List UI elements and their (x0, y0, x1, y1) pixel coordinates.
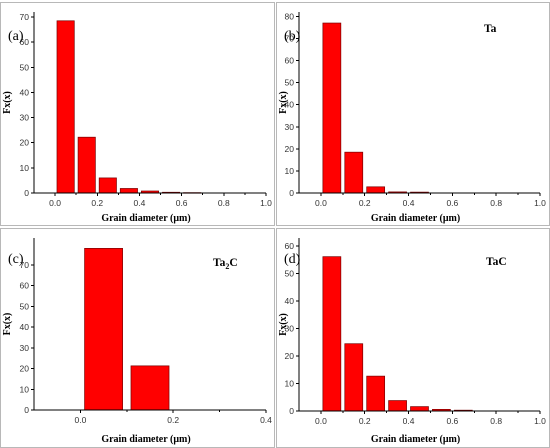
x-tick-label: 0.0 (315, 416, 327, 426)
x-tick-label: 0.2 (359, 198, 371, 208)
y-tick-label: 0 (289, 406, 294, 416)
y-tick-label: 30 (20, 113, 30, 123)
y-tick-label: 30 (20, 343, 30, 353)
x-tick-label: 0.8 (218, 198, 230, 208)
y-tick-label: 0 (289, 188, 294, 198)
y-tick-label: 70 (285, 33, 295, 43)
bar-1 (322, 256, 342, 412)
panel-frame (276, 2, 550, 226)
bar-3 (366, 186, 386, 194)
y-tick-label: 40 (20, 87, 30, 97)
x-tick-label: 0.2 (359, 416, 371, 426)
y-tick-label: 50 (285, 78, 295, 88)
y-tick-label: 10 (285, 379, 295, 389)
x-tick-label: 1.0 (260, 198, 272, 208)
y-tick-label: 20 (285, 144, 295, 154)
x-tick-label: 0.2 (167, 415, 179, 425)
x-tick-label: 0.0 (74, 415, 86, 425)
x-tick-label: 0.0 (49, 198, 61, 208)
x-axis-label: Grain diameter (μm) (371, 213, 460, 224)
y-axis-label: Fx(x) (2, 313, 13, 336)
y-tick-label: 0 (24, 188, 29, 198)
y-axis-label: Fx(x) (278, 91, 289, 114)
bar-1 (84, 248, 123, 411)
bar-2 (130, 365, 170, 411)
y-tick-label: 30 (285, 324, 295, 334)
bar-2 (77, 136, 96, 194)
y-tick-label: 0 (24, 405, 29, 415)
chart-panel-2: 0.0 0.2 0.4 0.6 0.8 1.0 0 10 20 30 40 50 60 70 80 Grain… (276, 2, 550, 226)
y-axis-label: Fx(x) (278, 313, 289, 336)
x-tick-label: 1.0 (534, 198, 546, 208)
bar-4 (388, 400, 407, 412)
y-tick-label: 60 (20, 281, 30, 291)
y-tick-label: 10 (285, 166, 295, 176)
x-tick-label: 0.8 (490, 416, 502, 426)
y-axis-label: Fx(x) (2, 91, 13, 114)
x-tick-label: 0.6 (446, 416, 458, 426)
x-axis-label: Grain diameter (μm) (101, 213, 190, 224)
bar-2 (344, 151, 364, 194)
chart-panel-4: 0.0 0.2 0.4 0.6 0.8 1.0 0 10 20 30 40 50 60 Grain dia… (276, 228, 550, 448)
y-tick-label: 10 (20, 384, 30, 394)
y-tick-label: 20 (20, 138, 30, 148)
y-tick-label: 60 (20, 37, 30, 47)
y-tick-label: 60 (285, 56, 295, 66)
bar-3 (366, 375, 386, 412)
x-tick-label: 0.0 (315, 198, 327, 208)
panel-label: (c) (8, 252, 24, 267)
series-label: TaC (486, 256, 507, 268)
y-tick-label: 40 (285, 296, 295, 306)
x-tick-label: 0.8 (490, 198, 502, 208)
bar-1 (56, 20, 75, 194)
bar-4 (119, 188, 138, 194)
x-tick-label: 0.4 (260, 415, 272, 425)
x-tick-label: 0.6 (176, 198, 188, 208)
panel-frame (276, 228, 550, 448)
x-tick-label: 1.0 (534, 416, 546, 426)
y-tick-label: 50 (20, 301, 30, 311)
y-tick-label: 60 (285, 241, 295, 251)
bar-3 (98, 177, 117, 194)
x-tick-label: 0.4 (403, 416, 415, 426)
x-tick-label: 0.4 (134, 198, 146, 208)
bar-2 (344, 343, 364, 412)
y-tick-label: 10 (20, 163, 30, 173)
y-tick-label: 80 (285, 11, 295, 21)
x-axis-label: Grain diameter (μm) (371, 434, 460, 445)
y-tick-label: 50 (285, 269, 295, 279)
bar-1 (322, 22, 342, 194)
panel-label: (a) (8, 29, 24, 44)
bar-5 (410, 406, 429, 412)
series-label: Ta2C (213, 257, 238, 271)
y-tick-label: 30 (285, 122, 295, 132)
x-axis-label: Grain diameter (μm) (101, 434, 190, 445)
y-tick-label: 40 (285, 100, 295, 110)
y-tick-label: 50 (20, 62, 30, 72)
panel-label: (d) (284, 252, 301, 267)
y-tick-label: 20 (20, 364, 30, 374)
panel-label: (b) (284, 29, 301, 44)
y-tick-label: 70 (20, 12, 30, 22)
panel-frame (0, 228, 275, 448)
x-tick-label: 0.2 (91, 198, 103, 208)
x-tick-label: 0.4 (403, 198, 415, 208)
x-tick-label: 0.6 (446, 198, 458, 208)
series-label: Ta (484, 23, 497, 35)
y-tick-label: 40 (20, 322, 30, 332)
y-tick-label: 20 (285, 351, 295, 361)
chart-panel-1: 0.0 0.2 0.4 0.6 0.8 1.0 0 10 20 30 40 50 60 70 Grain d… (0, 2, 275, 226)
chart-panel-3: 0.0 0.2 0.4 0 10 20 30 40 50 60 70 Grain diameter (… (0, 228, 275, 448)
y-tick-label: 70 (20, 260, 30, 270)
